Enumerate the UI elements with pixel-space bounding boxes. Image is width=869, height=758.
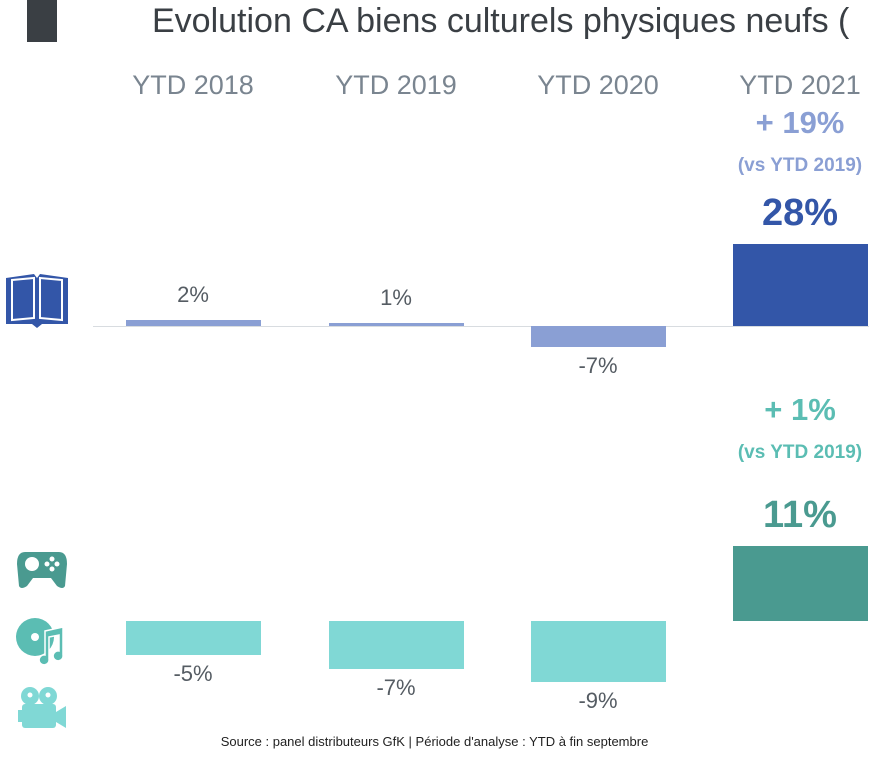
bar [328,323,464,326]
gamepad-icon [17,552,67,588]
title-marker [27,0,57,42]
data-label: -7% [376,674,416,700]
data-label: 1% [380,285,412,311]
source-note: Source : panel distributeurs GfK | Pério… [220,734,649,749]
book-icon [6,274,68,328]
data-label: 2% [177,282,209,308]
data-label: -9% [578,688,618,714]
year-label: YTD 2019 [335,70,457,100]
data-label: 11% [763,494,837,537]
year-label: YTD 2021 [739,70,861,100]
bar [328,621,464,669]
books-delta-ref: (vs YTD 2019) [737,155,863,176]
baseline [93,326,869,327]
year-label: YTD 2018 [132,70,254,100]
bar [732,546,868,621]
bar [530,326,666,347]
year-label: YTD 2020 [537,70,659,100]
data-label: -7% [578,352,618,378]
movie-camera-icon [18,687,66,728]
bar [125,320,261,326]
bar [530,621,666,683]
other-delta-ref: (vs YTD 2019) [737,442,863,463]
books-delta: + 19% [755,105,845,140]
bar [732,243,868,326]
music-cd-icon [16,618,64,665]
data-label: -5% [173,661,213,686]
data-label: 28% [761,191,839,234]
bar [125,621,261,655]
chart-title: Evolution CA biens culturels physiques n… [152,2,850,40]
other-delta: + 1% [764,392,836,427]
